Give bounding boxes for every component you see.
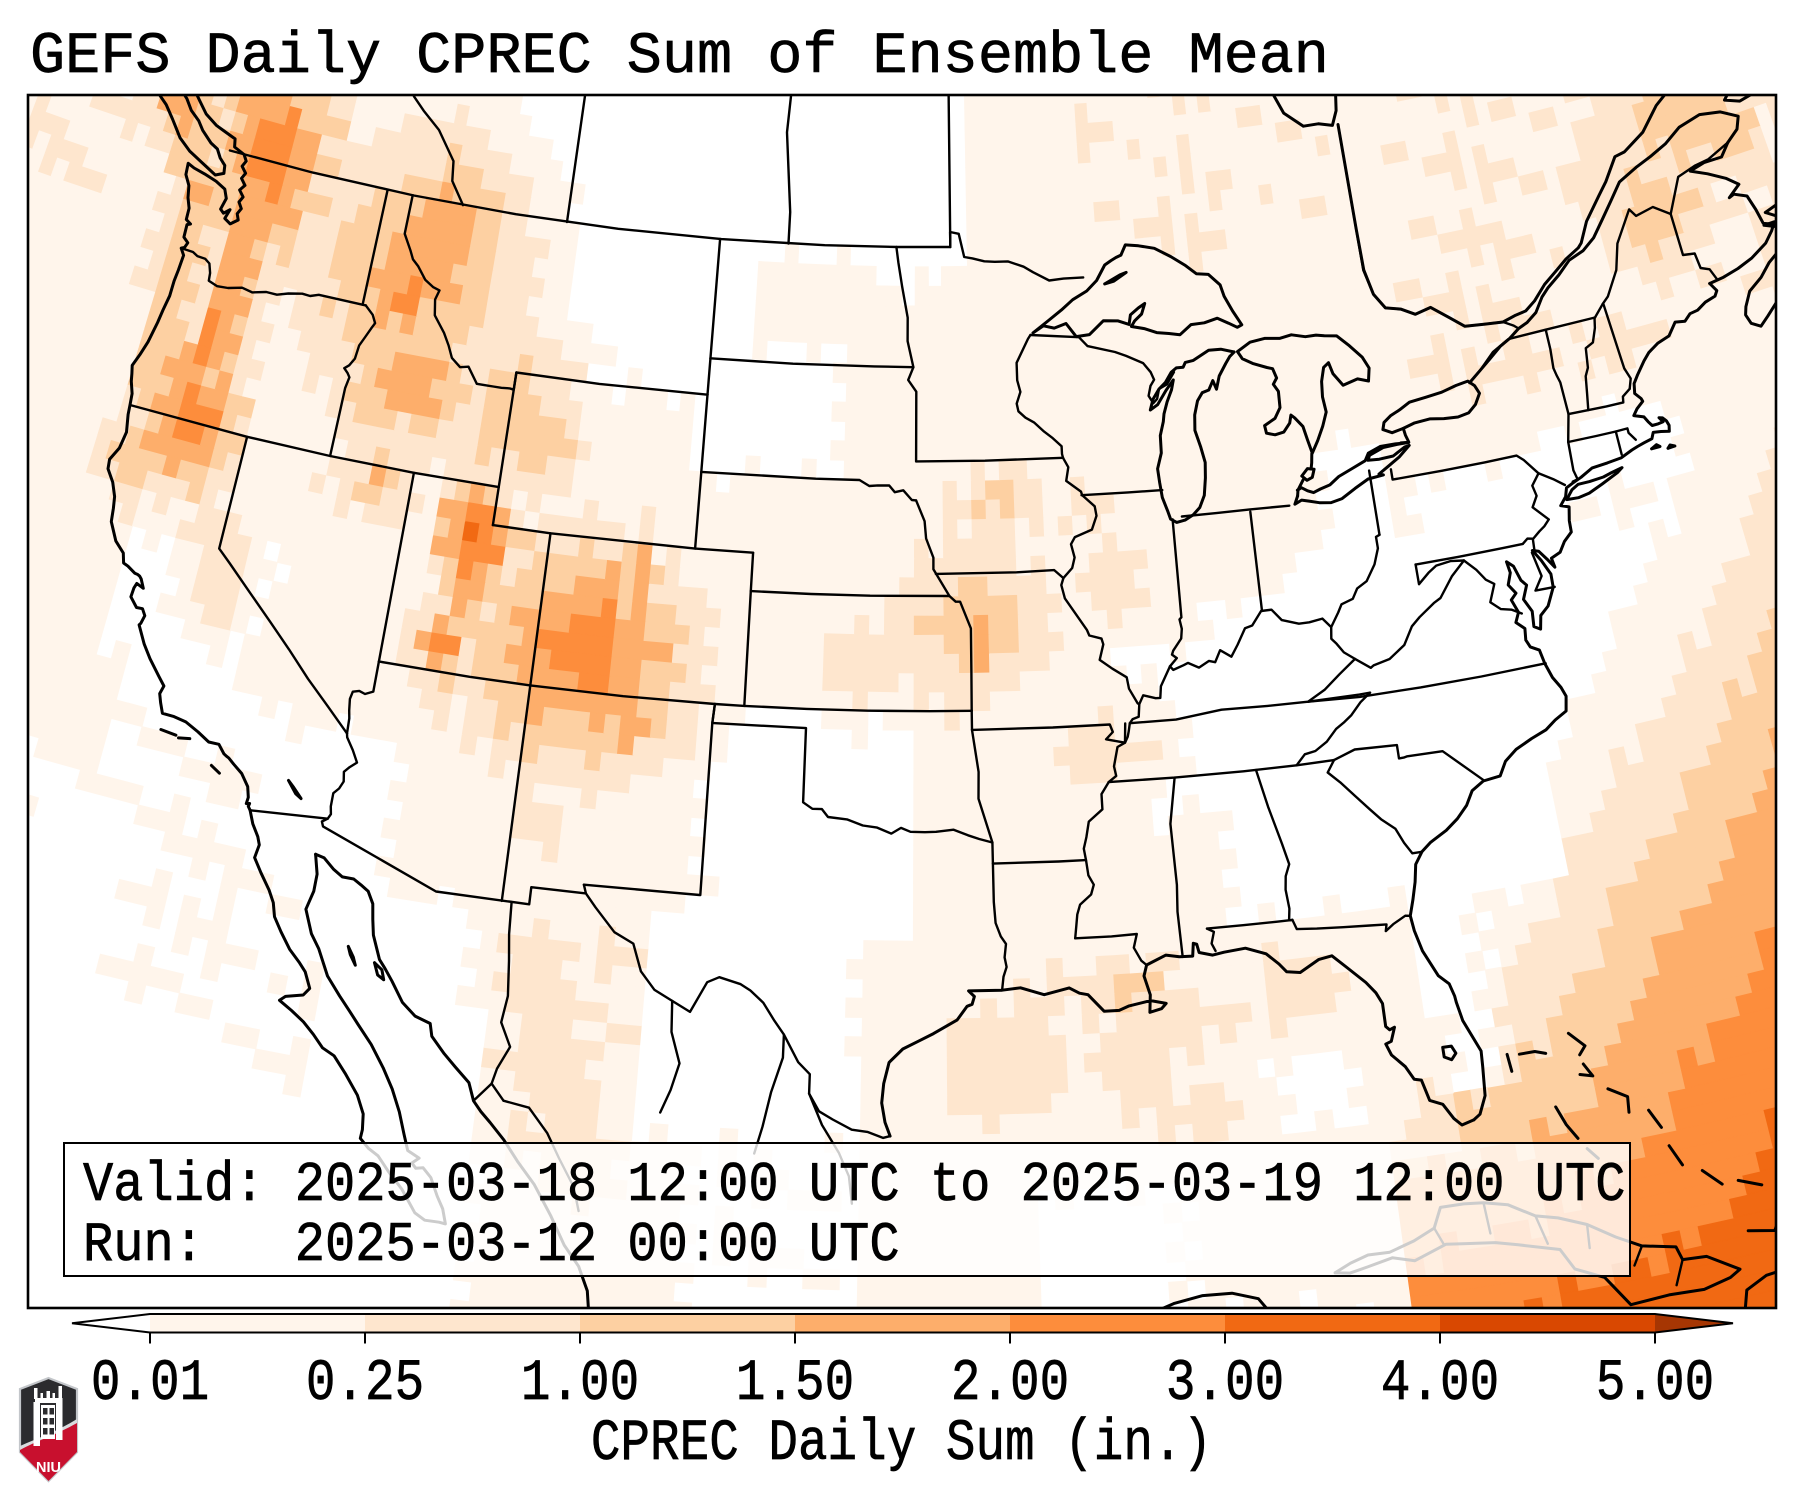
- svg-text:NIU: NIU: [36, 1460, 61, 1476]
